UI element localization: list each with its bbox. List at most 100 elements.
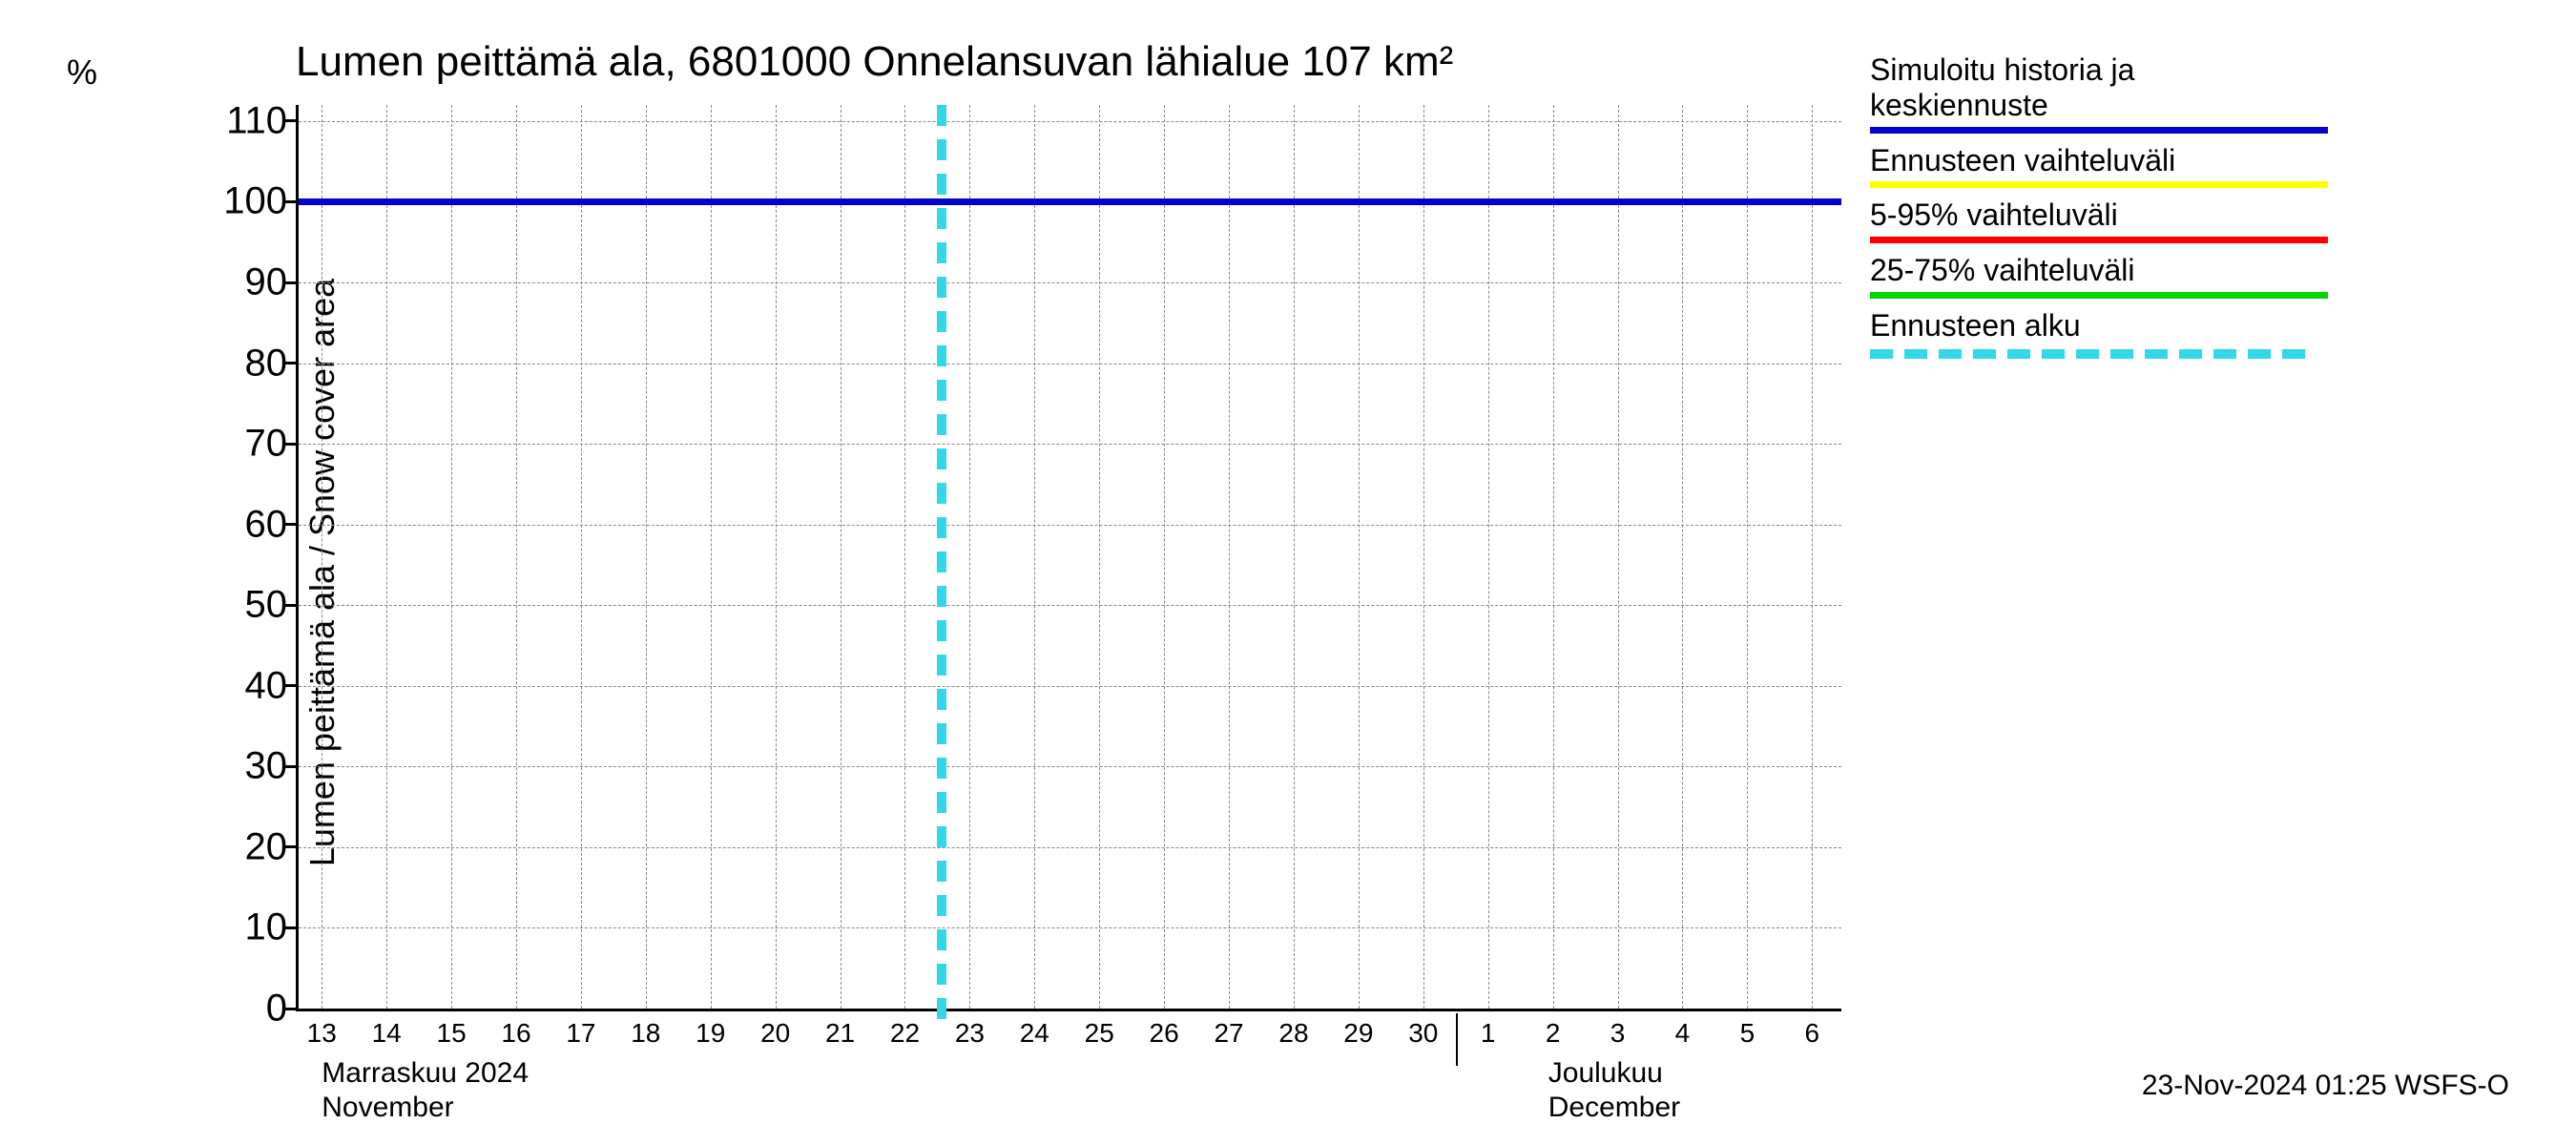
gridline-v xyxy=(969,105,970,1009)
gridline-v xyxy=(516,105,517,1009)
gridline-v xyxy=(1423,105,1424,1009)
gridline-v xyxy=(1488,105,1489,1009)
ytick-mark xyxy=(284,765,299,768)
dash-segment xyxy=(937,552,946,572)
dash-segment xyxy=(937,242,946,263)
gridline-v xyxy=(1812,105,1813,1009)
gridline-v xyxy=(646,105,647,1009)
month-label: Marraskuu 2024November xyxy=(322,1056,529,1125)
xtick-label: 21 xyxy=(825,1018,855,1049)
dash-segment xyxy=(937,380,946,401)
ytick-label: 90 xyxy=(201,261,287,304)
legend: Simuloitu historia jakeskiennuste Ennuste… xyxy=(1870,52,2538,363)
xtick-label: 26 xyxy=(1150,1018,1179,1049)
gridline-h xyxy=(299,525,1841,526)
xtick-label: 25 xyxy=(1085,1018,1114,1049)
legend-item: Ennusteen vaihteluväli xyxy=(1870,143,2538,189)
xtick-label: 2 xyxy=(1546,1018,1561,1049)
xtick-label: 29 xyxy=(1343,1018,1373,1049)
gridline-v xyxy=(1618,105,1619,1009)
ytick-mark xyxy=(284,200,299,203)
ytick-label: 60 xyxy=(201,503,287,546)
dash-segment xyxy=(937,517,946,538)
dash-segment xyxy=(937,792,946,813)
dash-segment xyxy=(937,586,946,607)
gridline-v xyxy=(776,105,777,1009)
dash-segment xyxy=(937,826,946,847)
series-main-line xyxy=(299,198,1841,205)
xtick-label: 17 xyxy=(566,1018,595,1049)
gridline-h xyxy=(299,927,1841,928)
dash-segment xyxy=(937,998,946,1019)
xtick-label: 22 xyxy=(890,1018,920,1049)
xtick-label: 15 xyxy=(437,1018,467,1049)
chart-title: Lumen peittämä ala, 6801000 Onnelansuvan… xyxy=(296,38,1453,86)
gridline-h xyxy=(299,766,1841,767)
month-label: JoulukuuDecember xyxy=(1548,1056,1680,1125)
xtick-label: 20 xyxy=(760,1018,790,1049)
legend-label: 25-75% vaihteluväli xyxy=(1870,253,2538,288)
gridline-h xyxy=(299,847,1841,848)
gridline-v xyxy=(1553,105,1554,1009)
dash-segment xyxy=(937,414,946,435)
xtick-label: 23 xyxy=(955,1018,985,1049)
month-separator xyxy=(1456,1013,1458,1066)
xtick-label: 28 xyxy=(1278,1018,1308,1049)
legend-swatch xyxy=(1870,181,2328,188)
dash-segment xyxy=(937,311,946,332)
xtick-label: 13 xyxy=(307,1018,337,1049)
gridline-h xyxy=(299,444,1841,445)
xtick-label: 19 xyxy=(696,1018,725,1049)
ytick-label: 100 xyxy=(201,180,287,223)
gridline-v xyxy=(451,105,452,1009)
ytick-label: 50 xyxy=(201,584,287,627)
dash-segment xyxy=(937,345,946,366)
legend-swatch xyxy=(1870,237,2328,243)
dash-segment xyxy=(937,861,946,882)
dash-segment xyxy=(937,655,946,676)
ytick-label: 0 xyxy=(201,988,287,1030)
gridline-v xyxy=(1099,105,1100,1009)
legend-swatch-dashed xyxy=(1870,349,2328,359)
gridline-v xyxy=(581,105,582,1009)
gridline-v xyxy=(1747,105,1748,1009)
gridline-h xyxy=(299,605,1841,606)
ytick-label: 10 xyxy=(201,906,287,949)
xtick-label: 1 xyxy=(1481,1018,1496,1049)
gridline-v xyxy=(711,105,712,1009)
dash-segment xyxy=(937,964,946,985)
ytick-label: 30 xyxy=(201,745,287,788)
ytick-mark xyxy=(284,1008,299,1010)
gridline-v xyxy=(1359,105,1360,1009)
xtick-label: 5 xyxy=(1740,1018,1755,1049)
dash-segment xyxy=(937,105,946,126)
legend-item: 25-75% vaihteluväli xyxy=(1870,253,2538,299)
legend-label: 5-95% vaihteluväli xyxy=(1870,198,2538,233)
ytick-mark xyxy=(284,119,299,122)
ytick-mark xyxy=(284,523,299,526)
ytick-mark xyxy=(284,604,299,607)
ytick-mark xyxy=(284,845,299,848)
gridline-v xyxy=(1034,105,1035,1009)
dash-segment xyxy=(937,723,946,744)
legend-swatch xyxy=(1870,127,2328,134)
legend-item: Ennusteen alku xyxy=(1870,308,2538,359)
ytick-mark xyxy=(284,362,299,364)
gridline-v xyxy=(1164,105,1165,1009)
dash-segment xyxy=(937,758,946,779)
gridline-h xyxy=(299,121,1841,122)
gridline-v xyxy=(1229,105,1230,1009)
dash-segment xyxy=(937,620,946,641)
legend-label: Simuloitu historia jakeskiennuste xyxy=(1870,52,2538,123)
xtick-label: 24 xyxy=(1020,1018,1049,1049)
plot-area: 0102030405060708090100110131415161718192… xyxy=(296,105,1841,1011)
ytick-mark xyxy=(284,281,299,284)
legend-label: Ennusteen vaihteluväli xyxy=(1870,143,2538,178)
ytick-mark xyxy=(284,443,299,446)
dash-segment xyxy=(937,208,946,229)
ytick-label: 110 xyxy=(201,99,287,142)
gridline-h xyxy=(299,686,1841,687)
gridline-v xyxy=(1682,105,1683,1009)
xtick-label: 4 xyxy=(1675,1018,1691,1049)
ytick-label: 20 xyxy=(201,825,287,868)
